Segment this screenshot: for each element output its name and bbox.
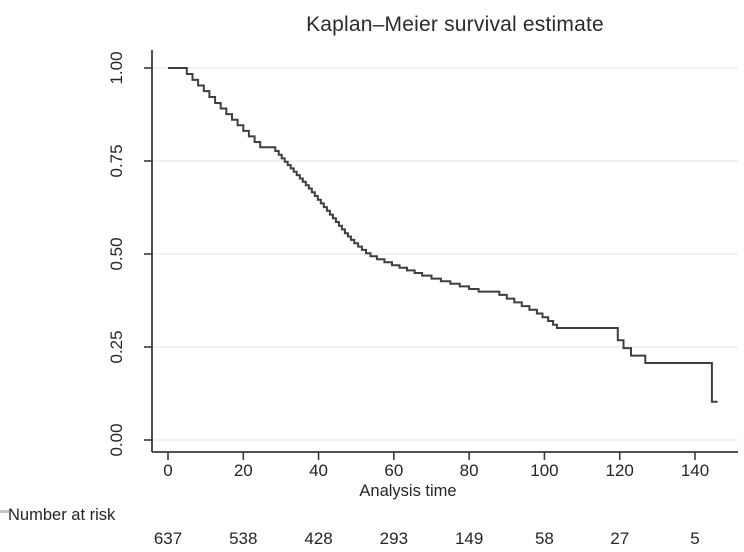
x-tick-label: 20 (233, 461, 253, 480)
survival-curve (168, 67, 718, 403)
risk-count: 637 (153, 529, 183, 548)
chart-title: Kaplan–Meier survival estimate (306, 13, 604, 36)
risk-count: 149 (454, 529, 484, 548)
risk-count: 5 (690, 529, 700, 548)
x-tick-label: 100 (530, 461, 559, 480)
risk-count: 293 (379, 529, 409, 548)
x-tick-label: 140 (680, 461, 710, 480)
y-tick-label: 0.50 (107, 237, 126, 271)
risk-count: 58 (534, 529, 554, 548)
x-tick-label: 80 (459, 461, 479, 480)
y-tick-label: 0.75 (107, 144, 126, 178)
risk-count: 27 (610, 529, 630, 548)
x-tick-label: 120 (605, 461, 634, 480)
y-tick-label: 0.25 (107, 330, 126, 364)
left-edge-crop-mark (0, 510, 9, 513)
x-tick-label: 60 (384, 461, 404, 480)
risk-table-label: Number at risk (8, 506, 116, 524)
risk-count: 428 (304, 529, 333, 548)
risk-count: 538 (229, 529, 258, 548)
y-tick-label: 1.00 (107, 51, 126, 85)
x-tick-label: 40 (309, 461, 329, 480)
x-tick-label: 0 (163, 461, 173, 480)
x-axis-title: Analysis time (359, 482, 457, 500)
y-tick-label: 0.00 (107, 423, 126, 457)
